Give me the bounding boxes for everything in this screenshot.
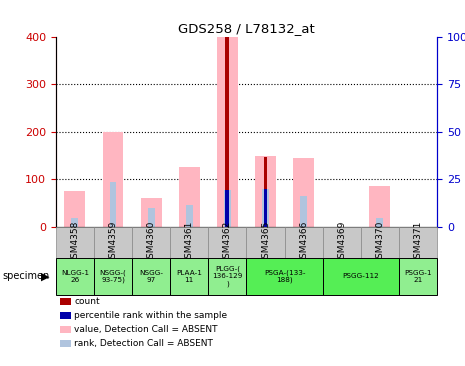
Text: GSM4370: GSM4370 [375,221,385,264]
Bar [264,189,267,227]
Bar [399,227,437,258]
Bar [224,190,231,227]
Bar [226,190,229,227]
Bar [264,157,267,227]
Bar [94,227,132,258]
Title: GDS258 / L78132_at: GDS258 / L78132_at [178,22,315,36]
Text: PSGG-1
21: PSGG-1 21 [404,270,432,283]
Bar [369,186,391,227]
Text: percentile rank within the sample: percentile rank within the sample [74,311,227,320]
Text: NLGG-1
26: NLGG-1 26 [61,270,89,283]
Text: GSM4358: GSM4358 [70,221,80,264]
Text: GSM4365: GSM4365 [261,221,270,264]
Bar [94,258,132,295]
Text: GSM4366: GSM4366 [299,221,308,264]
Bar [208,227,246,258]
Text: NSGG-
97: NSGG- 97 [139,270,163,283]
Text: GSM4361: GSM4361 [185,221,194,264]
Text: GSM4359: GSM4359 [108,221,118,264]
Bar [323,258,399,295]
Bar [361,227,399,258]
Bar [255,156,276,227]
Bar [377,219,383,227]
Bar [217,37,238,227]
Text: rank, Detection Call = ABSENT: rank, Detection Call = ABSENT [74,339,213,348]
Bar [399,258,437,295]
Text: GSM4371: GSM4371 [413,221,423,264]
Bar [64,191,86,227]
Bar [56,227,94,258]
Text: GSM4360: GSM4360 [146,221,156,264]
Bar [132,258,170,295]
Bar [170,258,208,295]
Bar [110,182,116,227]
Bar [140,198,162,227]
Bar [323,227,361,258]
Text: PSGA-(133-
188): PSGA-(133- 188) [264,269,306,283]
Bar [246,227,285,258]
Bar [56,258,94,295]
Text: GSM4369: GSM4369 [337,221,346,264]
Text: GSM4362: GSM4362 [223,221,232,264]
Bar [293,158,314,227]
Text: ▶: ▶ [41,271,49,281]
Bar [262,189,269,227]
Bar [300,196,307,227]
Text: PSGG-112: PSGG-112 [342,273,379,279]
Text: specimen: specimen [2,271,50,281]
Bar [208,258,246,295]
Text: PLGG-(
136-129
): PLGG-( 136-129 ) [212,266,243,287]
Bar [72,219,78,227]
Bar [132,227,170,258]
Text: count: count [74,297,100,306]
Bar [179,168,200,227]
Bar [170,227,208,258]
Bar [186,205,193,227]
Bar [148,208,154,227]
Bar [102,132,124,227]
Bar [226,37,229,227]
Text: PLAA-1
11: PLAA-1 11 [176,270,202,283]
Bar [285,227,323,258]
Text: NSGG-(
93-75): NSGG-( 93-75) [100,269,126,283]
Text: value, Detection Call = ABSENT: value, Detection Call = ABSENT [74,325,218,334]
Bar [246,258,323,295]
